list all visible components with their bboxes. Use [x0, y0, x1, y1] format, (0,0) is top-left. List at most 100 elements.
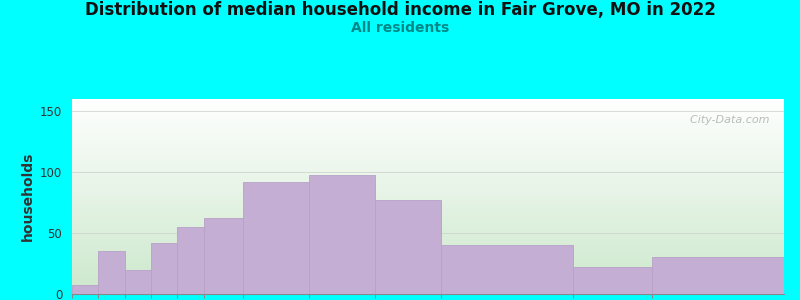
Bar — [72, 269, 784, 271]
Bar — [72, 105, 784, 107]
Bar — [72, 107, 784, 109]
Bar — [72, 236, 784, 238]
Bar — [72, 196, 784, 199]
Bar — [72, 154, 784, 155]
Bar — [204, 218, 243, 294]
Text: All residents: All residents — [351, 21, 449, 35]
Bar — [375, 200, 441, 294]
Bar — [72, 150, 784, 152]
Bar — [652, 257, 784, 294]
Bar — [72, 138, 784, 140]
Bar — [72, 177, 784, 179]
Bar — [72, 163, 784, 165]
Bar — [72, 124, 784, 126]
Bar — [72, 212, 784, 214]
Bar — [72, 120, 784, 122]
Bar — [72, 255, 784, 257]
Bar — [72, 169, 784, 171]
Bar — [72, 286, 98, 294]
Bar — [72, 265, 784, 267]
Bar — [72, 116, 784, 119]
Bar — [72, 152, 784, 154]
Bar — [72, 263, 784, 265]
Y-axis label: households: households — [21, 152, 34, 241]
Bar — [72, 271, 784, 272]
Bar — [72, 224, 784, 226]
Bar — [72, 228, 784, 230]
Bar — [72, 230, 784, 232]
Bar — [72, 179, 784, 181]
Bar — [72, 247, 784, 249]
Bar — [441, 245, 573, 294]
Bar — [72, 136, 784, 138]
Bar — [72, 261, 784, 263]
Bar — [72, 216, 784, 218]
Bar — [72, 288, 784, 290]
Bar — [72, 232, 784, 233]
Bar — [72, 251, 784, 253]
Bar — [72, 191, 784, 193]
Bar — [72, 187, 784, 189]
Bar — [72, 243, 784, 245]
Bar — [72, 239, 784, 241]
Bar — [72, 140, 784, 142]
Bar — [72, 280, 784, 282]
Bar — [72, 241, 784, 243]
Bar — [72, 259, 784, 261]
Bar — [125, 270, 151, 294]
Bar — [151, 243, 178, 294]
Bar — [72, 155, 784, 158]
Bar — [72, 148, 784, 150]
Bar — [72, 146, 784, 148]
Bar — [72, 274, 784, 277]
Bar — [72, 218, 784, 220]
Bar — [178, 227, 204, 294]
Bar — [72, 199, 784, 200]
Bar — [72, 109, 784, 111]
Bar — [72, 167, 784, 169]
Bar — [72, 189, 784, 191]
Bar — [72, 130, 784, 132]
Bar — [72, 257, 784, 259]
Bar — [72, 238, 784, 239]
Bar — [310, 175, 375, 294]
Bar — [72, 111, 784, 112]
Bar — [72, 233, 784, 236]
Bar — [72, 142, 784, 144]
Bar — [72, 122, 784, 124]
Text: City-Data.com: City-Data.com — [683, 115, 770, 124]
Bar — [72, 253, 784, 255]
Bar — [72, 286, 784, 288]
Bar — [72, 144, 784, 146]
Bar — [72, 159, 784, 161]
Bar — [72, 282, 784, 284]
Bar — [72, 132, 784, 134]
Bar — [72, 161, 784, 163]
Bar — [72, 185, 784, 187]
Bar — [72, 200, 784, 202]
Bar — [72, 220, 784, 222]
Bar — [72, 278, 784, 280]
Bar — [98, 251, 125, 294]
Bar — [72, 249, 784, 251]
Bar — [72, 118, 784, 120]
Bar — [573, 267, 652, 294]
Bar — [72, 158, 784, 159]
Bar — [72, 175, 784, 177]
Bar — [72, 245, 784, 247]
Bar — [72, 112, 784, 115]
Bar — [72, 195, 784, 197]
Bar — [72, 272, 784, 275]
Bar — [72, 206, 784, 208]
Bar — [72, 183, 784, 185]
Bar — [72, 210, 784, 212]
Bar — [72, 103, 784, 105]
Text: Distribution of median household income in Fair Grove, MO in 2022: Distribution of median household income … — [85, 2, 715, 20]
Bar — [243, 182, 310, 294]
Bar — [72, 173, 784, 175]
Bar — [72, 181, 784, 183]
Bar — [72, 134, 784, 136]
Bar — [72, 204, 784, 206]
Bar — [72, 115, 784, 116]
Bar — [72, 171, 784, 173]
